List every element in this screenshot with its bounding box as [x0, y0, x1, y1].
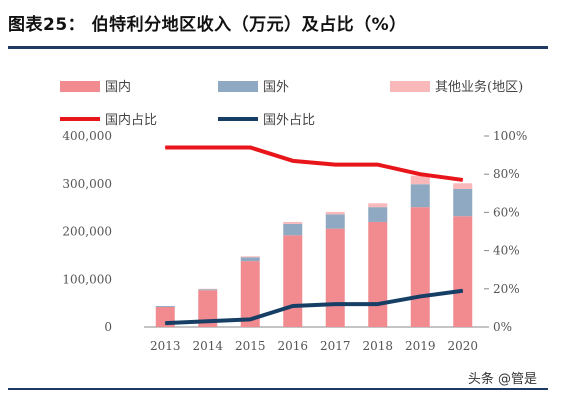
watermark: 头条 @管是: [467, 372, 537, 387]
top-divider: [8, 46, 548, 49]
y2-tick-label: 100%: [493, 129, 527, 143]
legend-label-1: 国外: [263, 80, 289, 95]
line-point-1-2016: [292, 305, 294, 307]
legend-label-0: 国内: [105, 79, 131, 95]
bar-0-2015: [240, 261, 260, 327]
lines: [164, 145, 464, 326]
x-tick-label: 2015: [235, 339, 266, 353]
legend-line-label-0: 国内占比: [105, 112, 157, 128]
bar-2-2019: [410, 175, 430, 185]
x-tick-label: 2018: [362, 339, 393, 353]
line-point-0-2014: [207, 146, 209, 148]
bar-1-2014: [198, 289, 218, 291]
line-point-1-2020: [462, 290, 464, 292]
x-tick-label: 2013: [150, 339, 181, 353]
y-tick-label: 0: [104, 320, 112, 334]
line-point-0-2020: [462, 179, 464, 181]
line-point-1-2017: [334, 303, 336, 305]
line-point-0-2017: [334, 164, 336, 166]
y2-tick-label: 60%: [493, 205, 520, 219]
y-tick-label: 200,000: [62, 225, 112, 239]
bar-1-2020: [453, 189, 473, 217]
x-tick-label: 2020: [447, 339, 478, 353]
chart-title: 图表25： 伯特利分地区收入（万元）及占比（%）: [8, 15, 407, 35]
bar-0-2014: [198, 290, 218, 327]
bar-2-2016: [283, 221, 303, 224]
bar-2-2015: [240, 256, 260, 258]
bar-2-2018: [368, 203, 388, 208]
line-point-1-2014: [207, 320, 209, 322]
x-tick-label: 2017: [320, 339, 351, 353]
y-tick-label: 400,000: [62, 129, 112, 143]
line-series-1: [165, 288, 464, 326]
line-point-0-2018: [377, 164, 379, 166]
bar-0-2016: [283, 235, 303, 327]
bar-1-2016: [283, 223, 303, 236]
line-point-1-2019: [419, 295, 421, 297]
line-point-0-2013: [164, 146, 166, 148]
y2-tick-label: 0%: [493, 320, 512, 334]
bar-2-2020: [453, 183, 473, 190]
axes: 0 100,000 200,000 300,000 400,000 0% 20% 40% 60%…: [62, 129, 527, 353]
y2-tick-label: 80%: [493, 167, 520, 181]
bottom-divider: [8, 388, 548, 390]
bar-0-2020: [453, 216, 473, 327]
line-point-0-2019: [419, 173, 421, 175]
legend: 国内 国外 其他业务(地区) 国内占比 国外占比: [60, 79, 523, 128]
y-tick-label: 300,000: [62, 177, 112, 191]
legend-swatch-1: [218, 81, 258, 92]
bar-2-2017: [325, 211, 345, 215]
legend-swatch-2: [390, 81, 430, 92]
line-point-0-2015: [249, 146, 251, 148]
bar-1-2013: [155, 305, 175, 307]
line-point-1-2013: [164, 322, 166, 324]
line-point-0-2016: [292, 160, 294, 162]
line-series-0: [165, 145, 464, 182]
x-tick-label: 2019: [405, 339, 436, 353]
bar-0-2018: [368, 221, 388, 327]
bar-1-2015: [240, 257, 260, 262]
bar-0-2017: [325, 228, 345, 327]
line-point-1-2015: [249, 318, 251, 320]
bar-1-2019: [410, 184, 430, 208]
line-point-1-2018: [377, 303, 379, 305]
bar-1-2017: [325, 214, 345, 229]
legend-line-label-1: 国外占比: [263, 113, 315, 128]
bar-0-2019: [410, 207, 430, 327]
y-tick-label: 100,000: [62, 272, 112, 286]
x-tick-label: 2014: [192, 339, 223, 353]
x-tick-label: 2016: [277, 339, 308, 353]
legend-swatch-0: [60, 81, 100, 92]
y2-tick-label: 40%: [493, 244, 520, 258]
legend-label-2: 其他业务(地区): [435, 79, 523, 95]
y2-tick-label: 20%: [493, 282, 520, 296]
bar-1-2018: [368, 207, 388, 222]
